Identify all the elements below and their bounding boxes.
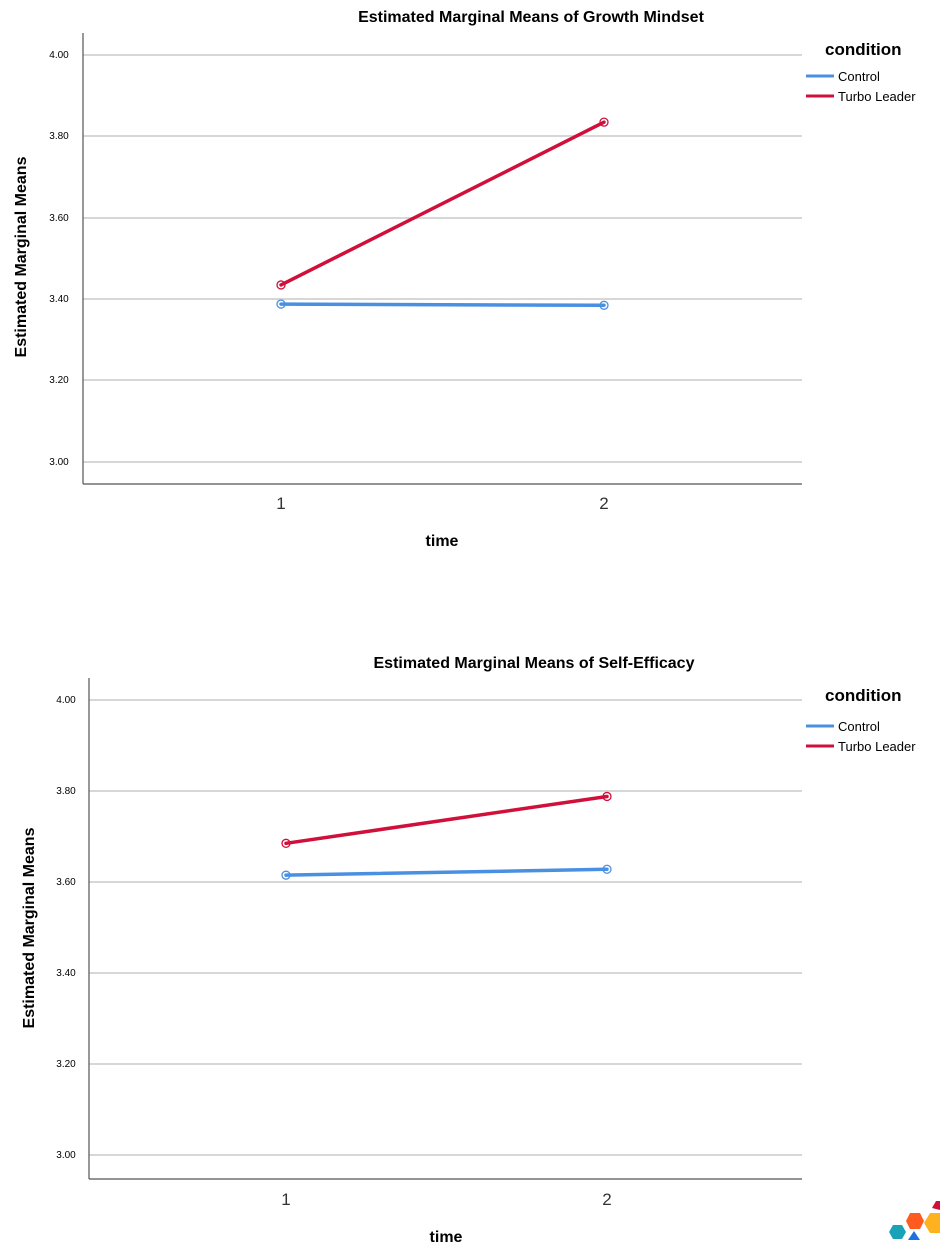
y-axis-label: Estimated Marginal Means: [21, 827, 38, 1028]
hexagon-logo-icon: [889, 1201, 940, 1240]
y-gridlines: [89, 699, 802, 1156]
y-tick-label: 3.80: [49, 131, 69, 142]
data-point-control-1: [276, 299, 286, 309]
data-point-turbo-leader-2: [602, 791, 612, 802]
x-tick-label: 1: [281, 1190, 290, 1209]
logo-hex-red: [932, 1201, 940, 1210]
chart-title: Estimated Marginal Means of Growth Minds…: [358, 9, 704, 26]
x-tick-label: 1: [276, 494, 285, 513]
x-axis-label: time: [426, 533, 459, 550]
x-axis-label: time: [430, 1229, 463, 1246]
legend: condition Control Turbo Leader: [806, 40, 916, 104]
y-gridlines: [83, 54, 802, 463]
y-axis-label: Estimated Marginal Means: [13, 156, 30, 357]
plot-area: [281, 791, 612, 880]
y-tick-labels: 4.00 3.80 3.60 3.40 3.20 3.00: [49, 50, 69, 468]
chart-growth-mindset: Estimated Marginal Means of Growth Minds…: [13, 9, 916, 550]
legend-label-turbo-leader: Turbo Leader: [838, 89, 916, 104]
legend-label-turbo-leader: Turbo Leader: [838, 739, 916, 754]
data-point-control-2: [599, 300, 609, 310]
x-tick-label: 2: [599, 494, 608, 513]
legend-title: condition: [825, 686, 901, 705]
logo-triangle-blue: [908, 1231, 920, 1240]
y-tick-label: 4.00: [49, 50, 69, 61]
y-tick-label: 4.00: [56, 695, 76, 706]
x-tick-label: 2: [602, 1190, 611, 1209]
series-line-turbo-leader: [279, 120, 606, 287]
data-point-control-2: [602, 864, 612, 874]
series-line-control: [279, 302, 606, 308]
y-tick-label: 3.60: [49, 213, 69, 224]
y-tick-labels: 4.00 3.80 3.60 3.40 3.20 3.00: [56, 695, 76, 1161]
y-tick-label: 3.20: [56, 1059, 76, 1070]
series-line-control: [284, 867, 609, 877]
y-tick-label: 3.60: [56, 877, 76, 888]
data-point-turbo-leader-1: [276, 280, 286, 290]
y-tick-label: 3.00: [56, 1150, 76, 1161]
y-tick-label: 3.40: [49, 294, 69, 305]
legend-label-control: Control: [838, 69, 880, 84]
y-tick-label: 3.00: [49, 457, 69, 468]
data-point-turbo-leader-2: [599, 117, 609, 127]
chart-title: Estimated Marginal Means of Self-Efficac…: [374, 655, 695, 672]
logo-hex-yellow: [924, 1213, 940, 1233]
data-point-turbo-leader-1: [281, 838, 291, 848]
series-line-turbo-leader: [284, 794, 609, 846]
chart-self-efficacy: Estimated Marginal Means of Self-Efficac…: [21, 655, 916, 1246]
plot-area: [276, 117, 609, 310]
logo-hex-teal: [889, 1225, 906, 1239]
legend: condition Control Turbo Leader: [806, 686, 916, 754]
y-tick-label: 3.40: [56, 968, 76, 979]
legend-label-control: Control: [838, 719, 880, 734]
y-tick-label: 3.80: [56, 786, 76, 797]
legend-title: condition: [825, 40, 901, 59]
y-tick-label: 3.20: [49, 375, 69, 386]
logo-hex-orange: [906, 1213, 924, 1229]
data-point-control-1: [281, 870, 291, 880]
